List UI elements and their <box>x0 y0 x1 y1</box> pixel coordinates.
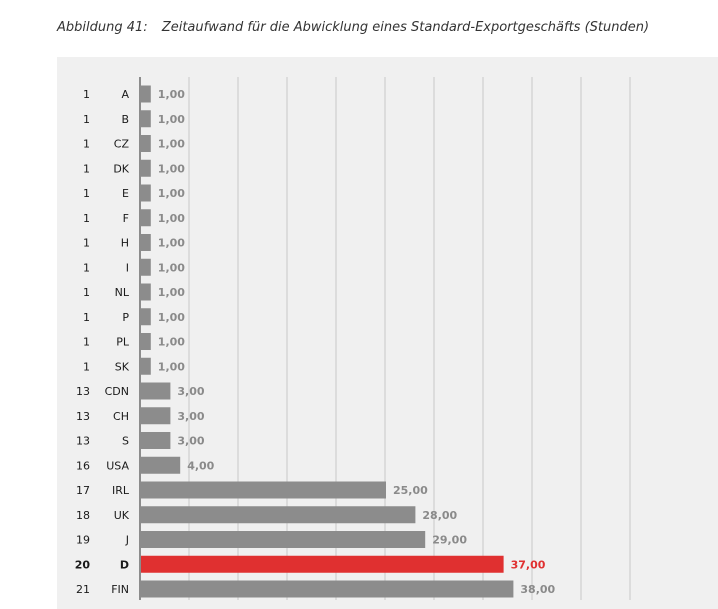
rank-label: 21 <box>76 583 90 596</box>
category-label: CH <box>113 410 129 423</box>
bar-nl <box>141 283 151 301</box>
bar-p <box>141 308 151 326</box>
value-label: 29,00 <box>432 534 467 547</box>
rank-label: 13 <box>76 385 90 398</box>
figure-number: Abbildung 41: <box>57 20 148 35</box>
rank-label: 18 <box>76 509 90 522</box>
value-label: 38,00 <box>520 583 555 596</box>
value-label: 1,00 <box>158 88 185 101</box>
bar-ch <box>141 407 171 425</box>
category-label: USA <box>106 459 129 472</box>
category-label: PL <box>116 336 130 349</box>
value-label: 25,00 <box>393 484 428 497</box>
category-label: SK <box>115 360 130 373</box>
rank-label: 20 <box>75 558 91 571</box>
value-label: 3,00 <box>177 435 204 448</box>
rank-label: 16 <box>76 459 90 472</box>
bar-dk <box>141 159 151 177</box>
category-label: B <box>121 113 129 126</box>
bar-pl <box>141 333 151 350</box>
bar-e <box>141 184 151 202</box>
category-label: E <box>122 187 129 200</box>
rank-label: 1 <box>83 212 90 225</box>
bar-a <box>141 85 151 103</box>
category-label: UK <box>114 509 130 522</box>
labels: 1 A 1,00 1 B 1,00 1 CZ 1,00 1 DK 1,00 1 E 1,00 1 F 1,00 1 H… <box>75 88 556 596</box>
value-label: 37,00 <box>511 558 546 571</box>
value-label: 1,00 <box>158 336 185 349</box>
rank-label: 1 <box>83 237 90 250</box>
bar-i <box>141 258 151 276</box>
category-label: DK <box>113 162 129 175</box>
rank-label: 1 <box>83 360 90 373</box>
bar-usa <box>141 456 181 474</box>
category-label: NL <box>115 286 130 299</box>
rank-label: 1 <box>83 261 90 274</box>
bar-sk <box>141 357 151 375</box>
value-label: 4,00 <box>187 459 214 472</box>
bar-f <box>141 209 151 227</box>
value-label: 1,00 <box>158 360 185 373</box>
bar-s <box>141 432 171 449</box>
value-label: 1,00 <box>158 113 185 126</box>
rank-label: 17 <box>76 484 90 497</box>
value-label: 1,00 <box>158 212 185 225</box>
rank-label: 1 <box>83 113 90 126</box>
bars <box>141 85 514 598</box>
category-label: P <box>122 311 129 324</box>
rank-label: 19 <box>76 534 90 547</box>
category-label: S <box>122 435 129 448</box>
rank-label: 1 <box>83 286 90 299</box>
category-label: H <box>121 237 129 250</box>
category-label: I <box>126 261 129 274</box>
bar-uk <box>141 506 416 524</box>
value-label: 3,00 <box>177 385 204 398</box>
value-label: 1,00 <box>158 261 185 274</box>
bar-cz <box>141 135 151 152</box>
value-label: 1,00 <box>158 311 185 324</box>
rank-label: 1 <box>83 311 90 324</box>
value-label: 1,00 <box>158 237 185 250</box>
value-label: 28,00 <box>422 509 457 522</box>
bar-cdn <box>141 382 171 400</box>
value-label: 1,00 <box>158 138 185 151</box>
bar-fin <box>141 580 514 598</box>
value-label: 1,00 <box>158 162 185 175</box>
rank-label: 1 <box>83 162 90 175</box>
category-label: FIN <box>111 583 129 596</box>
bar-j <box>141 531 426 548</box>
category-label: J <box>125 534 129 547</box>
rank-label: 1 <box>83 336 90 349</box>
category-label: IRL <box>112 484 130 497</box>
rank-label: 1 <box>83 187 90 200</box>
rank-label: 1 <box>83 88 90 101</box>
category-label: CDN <box>105 385 129 398</box>
category-label: A <box>121 88 129 101</box>
value-label: 1,00 <box>158 286 185 299</box>
category-label: CZ <box>114 138 130 151</box>
bar-h <box>141 234 151 251</box>
value-label: 1,00 <box>158 187 185 200</box>
bar-irl <box>141 481 386 499</box>
value-label: 3,00 <box>177 410 204 423</box>
category-label: F <box>123 212 129 225</box>
category-label: D <box>120 558 129 571</box>
figure-caption: Abbildung 41: Zeitaufwand für die Abwick… <box>57 20 649 35</box>
bar-d <box>141 555 504 573</box>
rank-label: 13 <box>76 410 90 423</box>
bar-b <box>141 110 151 128</box>
rank-label: 13 <box>76 435 90 448</box>
figure-title: Zeitaufwand für die Abwicklung eines Sta… <box>161 20 650 35</box>
rank-label: 1 <box>83 138 90 151</box>
